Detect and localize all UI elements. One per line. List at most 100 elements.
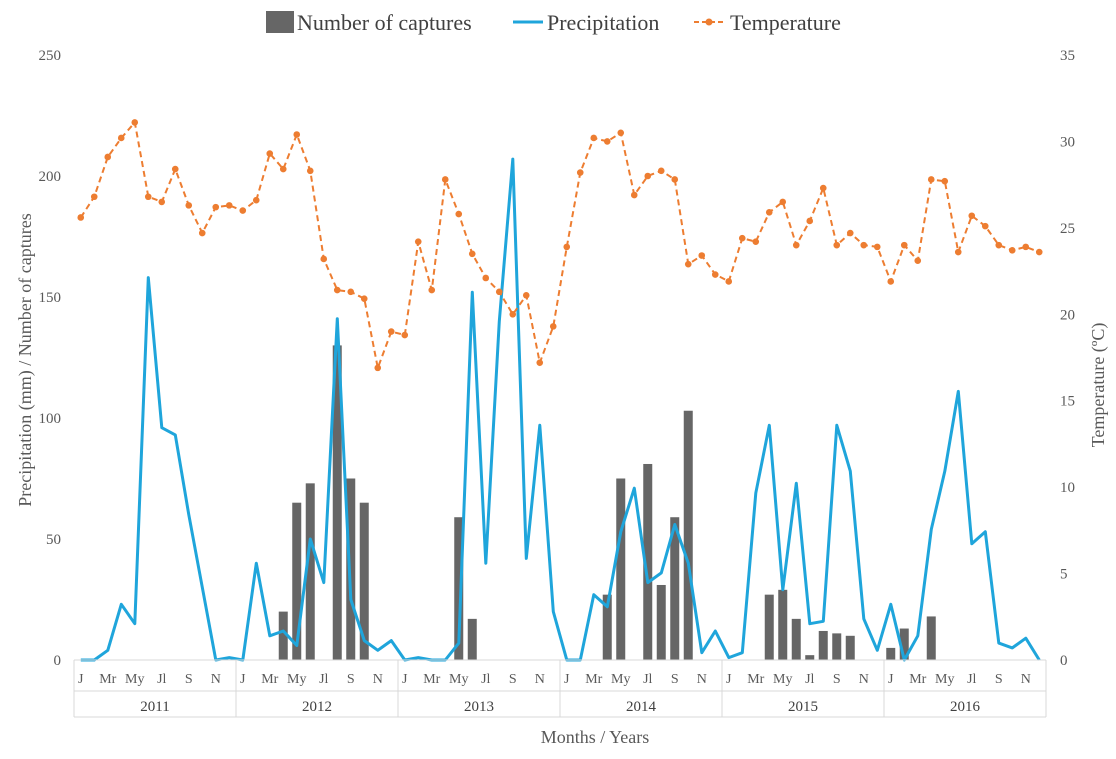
temperature-point	[1008, 247, 1016, 254]
capture-bar	[886, 647, 896, 660]
temperature-point	[455, 210, 463, 218]
x-axis-title: Months / Years	[541, 727, 650, 747]
temperature-point	[914, 257, 922, 265]
temperature-point	[549, 323, 557, 330]
capture-bar	[845, 635, 855, 660]
capture-bar	[899, 628, 909, 660]
y-left-tick-label: 0	[54, 653, 62, 669]
month-label: My	[935, 672, 954, 687]
temperature-point	[333, 286, 341, 294]
temperature-point	[90, 193, 98, 201]
y-right-tick-label: 25	[1060, 221, 1075, 237]
temperature-point	[320, 255, 328, 263]
temperature-point	[1035, 248, 1043, 256]
month-label: Jl	[481, 672, 490, 687]
temperature-point	[698, 252, 706, 259]
month-label: S	[995, 672, 1003, 687]
temperature-point	[441, 176, 449, 183]
capture-bar	[805, 655, 815, 660]
legend-label-captures: Number of captures	[297, 10, 472, 35]
temperature-point	[806, 217, 814, 225]
month-label: N	[1021, 672, 1031, 687]
x-axis: 2011 J Mr My Jl S N 2012 J Mr My Jl S N 2013 J Mr My Jl S N 2…	[73, 659, 1047, 718]
month-label: S	[509, 672, 517, 687]
temperature-point	[590, 134, 598, 142]
capture-bar	[278, 611, 288, 660]
month-label: Jl	[319, 672, 328, 687]
temperature-point	[428, 286, 436, 294]
temperature-point	[293, 131, 301, 138]
temperature-point	[104, 153, 112, 161]
temperature-point	[171, 165, 179, 173]
month-label: Mr	[99, 672, 116, 687]
temperature-point	[927, 176, 935, 183]
temperature-point	[279, 165, 287, 173]
month-label: J	[402, 672, 408, 687]
temperature-point	[833, 241, 841, 249]
temperature-point	[509, 310, 517, 318]
temperature-point	[374, 364, 382, 372]
temperature-point	[873, 243, 881, 251]
capture-bar	[656, 584, 666, 660]
temperature-point	[185, 202, 193, 209]
temperature-point	[671, 176, 679, 183]
month-label: Mr	[261, 672, 278, 687]
legend-label-temperature: Temperature	[730, 10, 841, 35]
capture-bar	[832, 633, 842, 660]
month-label: J	[726, 672, 732, 687]
month-label: My	[449, 672, 468, 687]
month-label: N	[859, 672, 869, 687]
temperature-point	[887, 278, 895, 285]
legend-marker-temperature	[705, 18, 713, 26]
capture-bar	[616, 478, 626, 660]
month-label: Jl	[157, 672, 166, 687]
temperature-point	[738, 234, 746, 242]
temperature-point	[252, 196, 260, 204]
temperature-point	[792, 241, 800, 249]
temperature-point	[77, 214, 85, 221]
year-label: 2012	[302, 699, 332, 715]
y-axis-left-title: Precipitation (mm) / Number of captures	[15, 213, 36, 506]
temperature-point	[266, 150, 274, 157]
temperature-point	[1022, 243, 1030, 251]
month-label: N	[211, 672, 221, 687]
temperature-point	[617, 129, 625, 137]
y-left-tick-label: 150	[39, 290, 62, 306]
month-label: J	[78, 672, 84, 687]
temperature-point	[158, 198, 166, 206]
temperature-point	[954, 248, 962, 256]
temperature-point	[401, 331, 409, 339]
year-label: 2013	[464, 699, 494, 715]
temperature-point	[981, 222, 989, 230]
capture-bar	[332, 345, 342, 660]
month-label: J	[888, 672, 894, 687]
temperature-point	[725, 278, 733, 285]
month-label: J	[564, 672, 570, 687]
month-label: Mr	[747, 672, 764, 687]
month-label: S	[347, 672, 355, 687]
y-right-tick-label: 10	[1060, 480, 1075, 496]
month-label: My	[611, 672, 630, 687]
capture-bar	[643, 463, 653, 660]
month-label: S	[833, 672, 841, 687]
capture-bar	[683, 410, 693, 660]
temperature-point	[995, 241, 1003, 249]
temperature-point	[306, 167, 314, 175]
capture-bar	[764, 594, 774, 660]
capture-bar	[454, 517, 464, 660]
month-label: My	[125, 672, 144, 687]
temperature-point	[239, 207, 247, 214]
temperature-point	[131, 119, 139, 126]
capture-bar	[359, 502, 369, 660]
capture-bar	[926, 616, 936, 660]
year-label: 2015	[788, 699, 818, 715]
temperature-point	[495, 288, 503, 296]
capture-bar	[305, 483, 315, 660]
temperature-point	[860, 241, 868, 249]
temperature-point	[657, 167, 665, 175]
month-label: Mr	[585, 672, 602, 687]
y-axis-right-title: Temperature (ºC)	[1088, 323, 1109, 448]
capture-bar	[602, 594, 612, 660]
temperature-point	[360, 295, 368, 303]
temperature-point	[536, 359, 544, 366]
